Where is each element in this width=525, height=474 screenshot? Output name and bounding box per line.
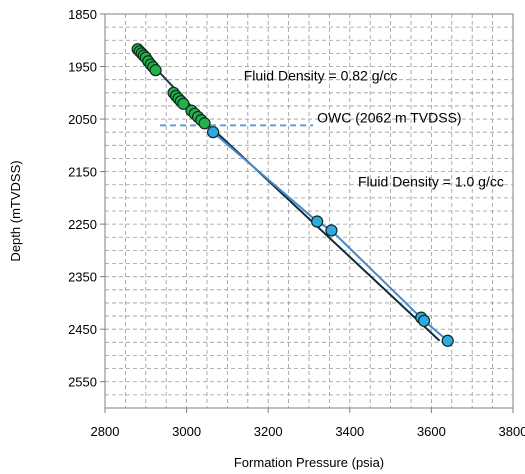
x-tick-labels: 2800 3000 3200 3400 3600 3800 <box>91 408 525 439</box>
x-tick-label: 3200 <box>254 424 283 439</box>
data-point <box>311 215 324 228</box>
y-tick-label: 2250 <box>68 217 97 232</box>
y-tick-label: 2050 <box>68 112 97 127</box>
x-tick-label: 3400 <box>335 424 364 439</box>
data-point <box>441 334 454 347</box>
gridlines <box>105 14 513 408</box>
y-tick-label: 2450 <box>68 322 97 337</box>
y-tick-label: 2350 <box>68 270 97 285</box>
y-tick-label: 1850 <box>68 7 97 22</box>
annotation-text: OWC (2062 m TVDSS) <box>317 110 461 126</box>
y-tick-labels: 1850 1950 2050 2150 2250 2350 2450 2550 <box>68 7 105 390</box>
annotations: Fluid Density = 0.82 g/cc OWC (2062 m TVD… <box>244 68 504 190</box>
data-point <box>177 97 190 110</box>
data-points <box>131 43 454 347</box>
data-point <box>325 224 338 237</box>
x-tick-label: 3000 <box>172 424 201 439</box>
annotation-text: Fluid Density = 0.82 g/cc <box>244 68 398 84</box>
x-tick-label: 3600 <box>417 424 446 439</box>
y-axis-label: Depth (mTVDSS) <box>8 160 23 261</box>
plot-frame <box>104 13 514 409</box>
y-tick-label: 1950 <box>68 60 97 75</box>
data-point <box>417 314 431 327</box>
annotation-text: Fluid Density = 1.0 g/cc <box>358 173 504 189</box>
trend-line <box>212 131 449 342</box>
series-lines <box>136 47 449 342</box>
x-tick-label: 3800 <box>499 424 525 439</box>
data-point <box>207 126 220 139</box>
data-point <box>149 64 162 77</box>
x-axis-label: Formation Pressure (psia) <box>234 455 384 470</box>
data-point <box>198 117 211 130</box>
x-tick-label: 2800 <box>91 424 120 439</box>
y-tick-label: 2150 <box>68 165 97 180</box>
y-tick-label: 2550 <box>68 375 97 390</box>
